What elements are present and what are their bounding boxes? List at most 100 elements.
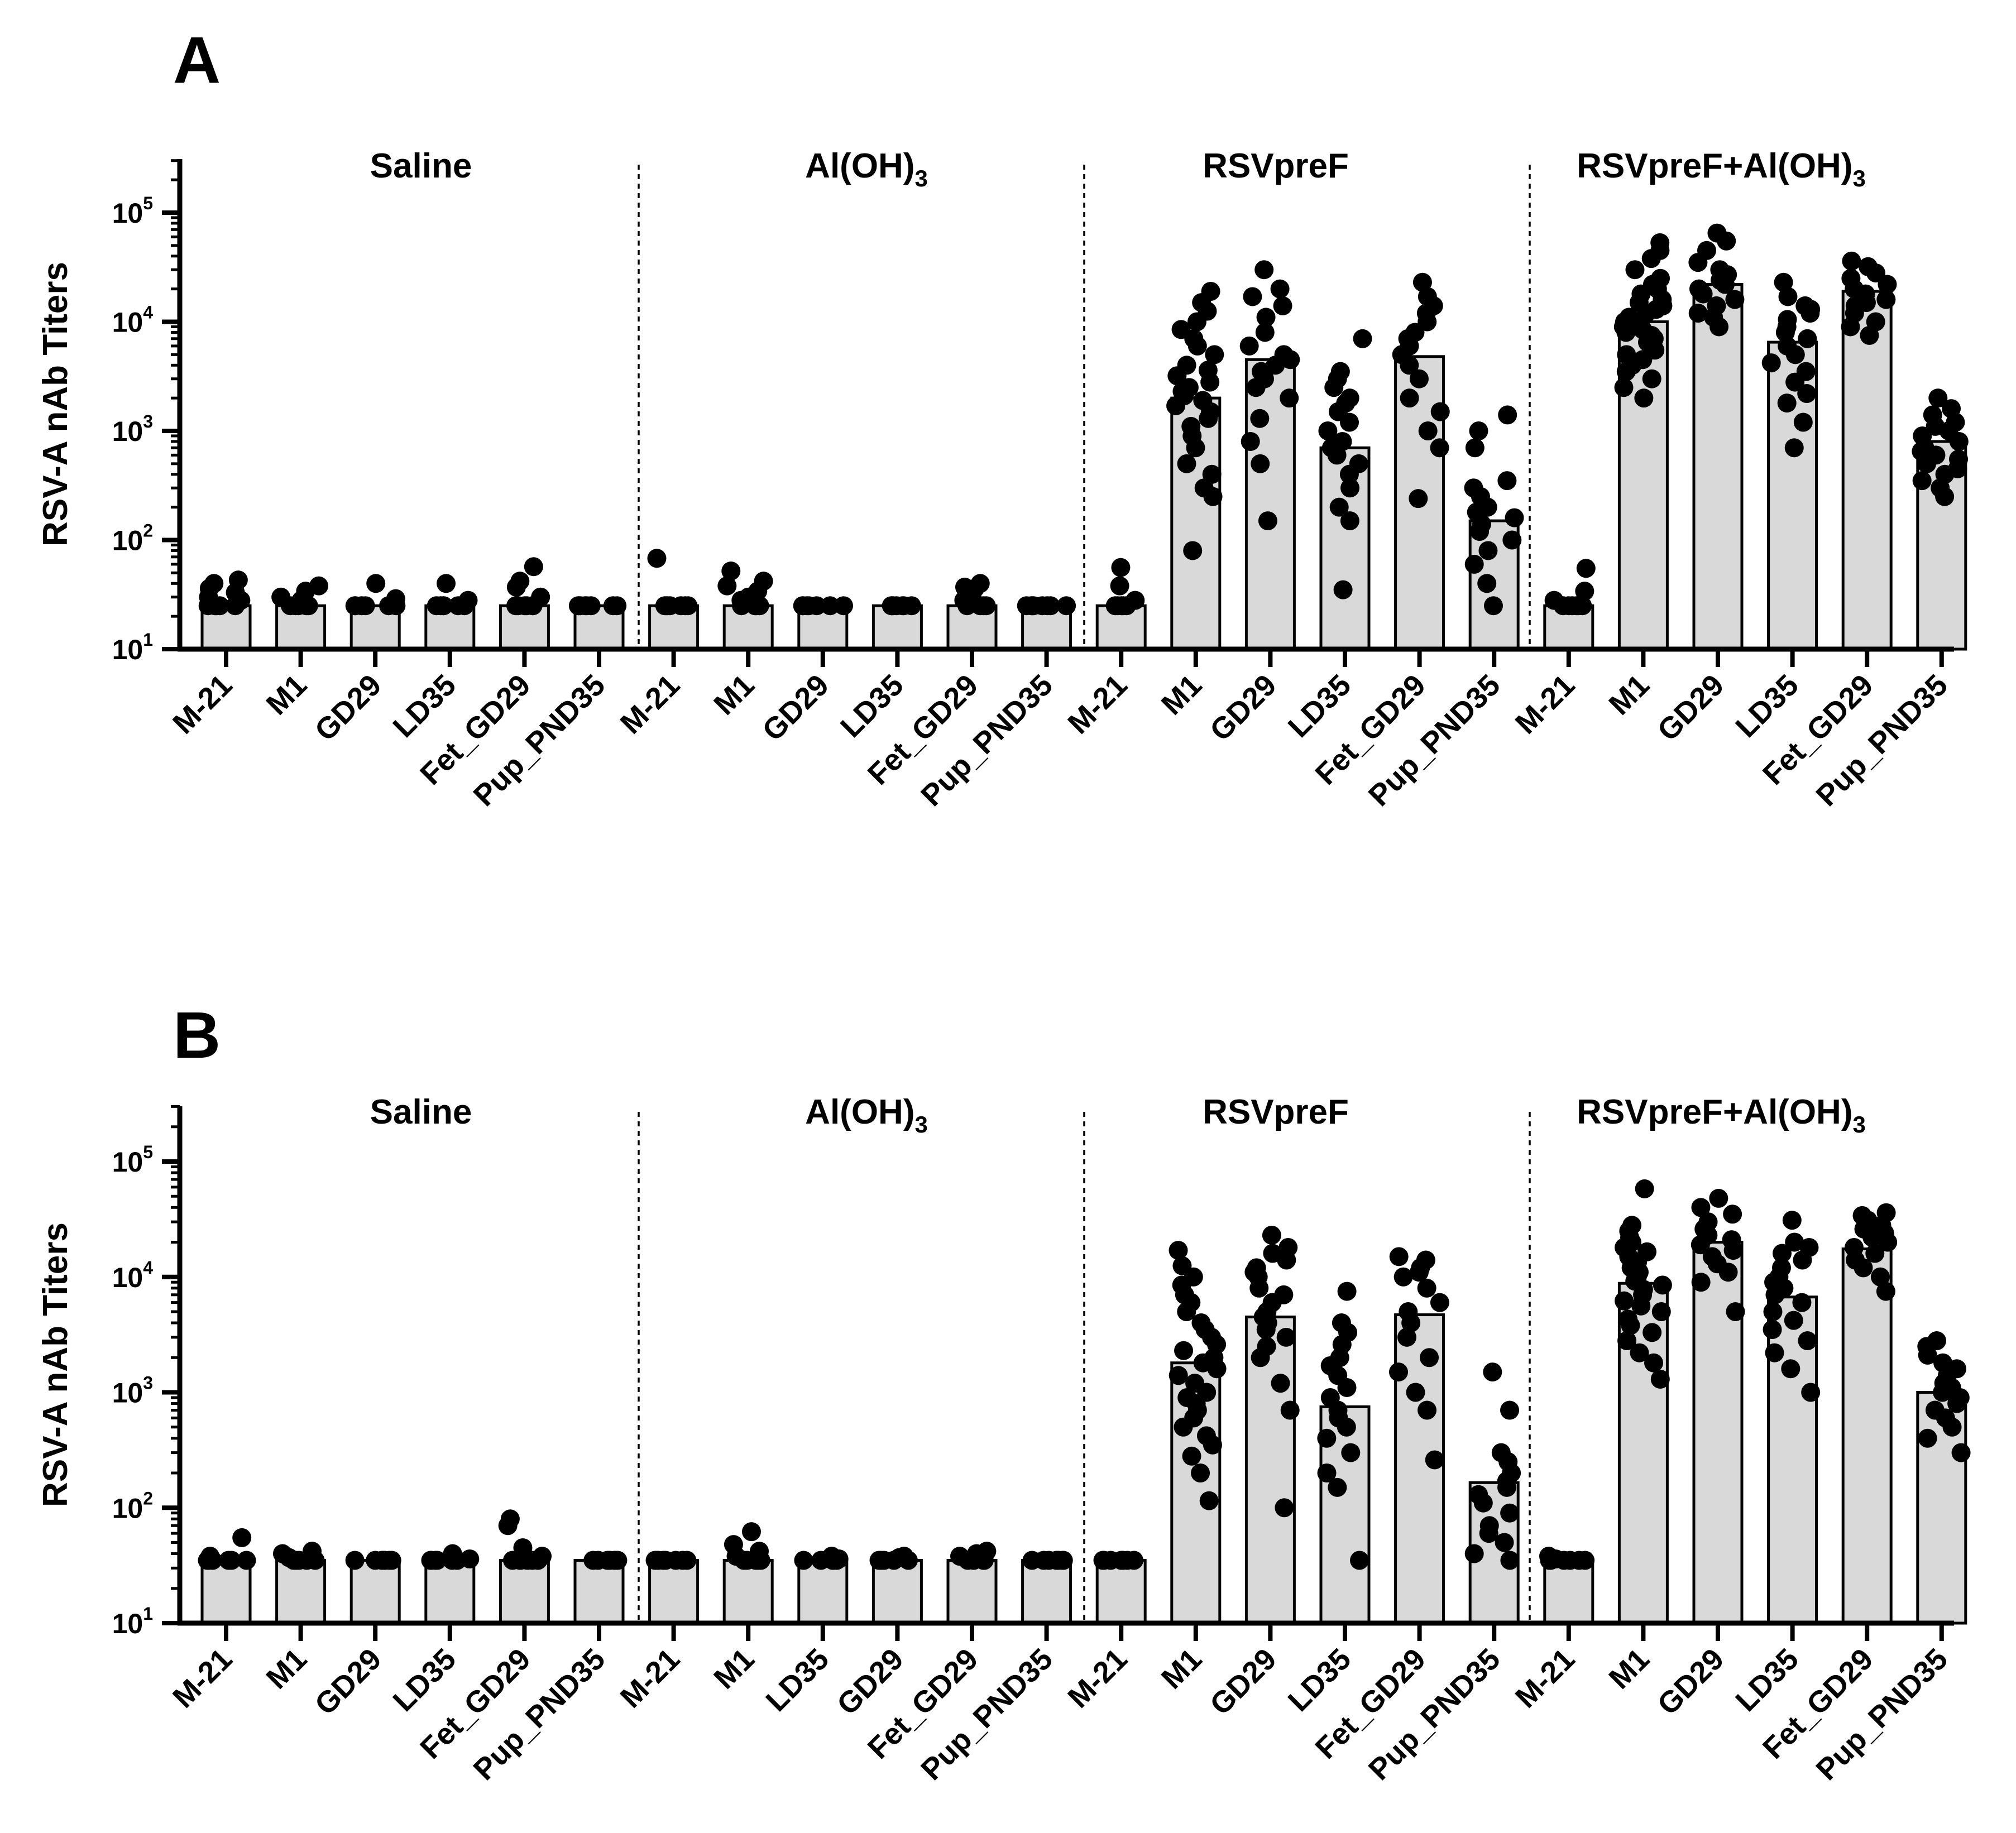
data-point: [741, 1522, 761, 1542]
data-point: [1417, 1278, 1436, 1298]
data-point: [503, 1551, 523, 1570]
data-point: [1866, 312, 1885, 332]
data-point: [1502, 530, 1522, 550]
data-point: [1057, 596, 1076, 616]
data-point: [1642, 369, 1661, 388]
data-point: [309, 576, 328, 596]
data-point: [510, 572, 530, 591]
data-point: [1500, 1503, 1520, 1523]
data-point: [366, 1551, 385, 1570]
data-point: [1650, 1369, 1670, 1389]
bar: [424, 1559, 476, 1625]
data-point: [1196, 1426, 1216, 1446]
data-point: [1778, 310, 1797, 329]
data-point: [1430, 438, 1449, 458]
data-point: [1798, 1331, 1817, 1351]
data-point: [1430, 1293, 1449, 1312]
data-point: [437, 574, 456, 593]
data-point: [1785, 1232, 1804, 1252]
data-point: [1933, 1353, 1953, 1373]
data-point: [1425, 1450, 1444, 1470]
data-point: [1923, 405, 1942, 425]
bar: [871, 1559, 923, 1625]
group-label: RSVpreF: [1203, 1093, 1349, 1131]
data-point: [460, 1549, 480, 1568]
data-point: [1498, 405, 1517, 425]
data-point: [1262, 1225, 1281, 1245]
data-point: [1169, 1366, 1188, 1385]
data-point: [1252, 362, 1271, 381]
data-point: [820, 596, 840, 616]
data-point: [1497, 471, 1517, 491]
data-point: [1495, 1533, 1514, 1552]
data-point: [1491, 1443, 1511, 1462]
data-point: [1777, 394, 1797, 413]
data-point: [1406, 1383, 1425, 1402]
data-point: [1171, 320, 1191, 339]
data-point: [1876, 290, 1896, 309]
data-point: [1707, 296, 1726, 315]
data-point: [1328, 1477, 1347, 1497]
data-point: [1353, 329, 1372, 348]
y-axis-label: RSV-A nAb Titers: [36, 262, 75, 546]
y-tick-label: 104: [112, 1258, 154, 1293]
data-point: [1464, 478, 1483, 498]
data-point: [1191, 1463, 1210, 1483]
data-point: [1625, 260, 1645, 280]
data-point: [366, 574, 386, 593]
y-tick-label: 101: [112, 630, 153, 665]
panel-letter: B: [173, 999, 221, 1072]
data-point: [1560, 1551, 1580, 1570]
data-point: [799, 596, 818, 616]
data-point: [1876, 1282, 1895, 1301]
data-point: [1842, 251, 1861, 271]
data-point: [200, 1547, 220, 1566]
data-point: [1651, 1302, 1671, 1321]
data-point: [1918, 1428, 1937, 1448]
data-point: [425, 1551, 445, 1570]
data-point: [443, 1544, 462, 1563]
data-point: [1258, 511, 1277, 531]
data-point: [1539, 1547, 1558, 1566]
data-point: [1796, 362, 1816, 381]
data-point: [1181, 416, 1201, 436]
bar: [1692, 283, 1744, 651]
y-tick-label: 103: [112, 1373, 153, 1409]
data-point: [1333, 431, 1352, 451]
data-point: [1617, 345, 1636, 364]
data-point: [1702, 1247, 1722, 1266]
data-point: [1619, 308, 1639, 327]
data-point: [894, 1547, 914, 1566]
data-point: [1177, 1388, 1197, 1407]
data-point: [1801, 1383, 1821, 1402]
data-point: [1389, 1247, 1409, 1266]
data-point: [228, 570, 248, 590]
data-point: [1330, 362, 1350, 381]
data-point: [1110, 576, 1129, 596]
data-point: [1394, 1267, 1413, 1287]
data-point: [352, 596, 371, 616]
data-point: [1274, 1285, 1294, 1304]
data-point: [654, 1551, 673, 1570]
data-point: [1709, 1188, 1728, 1208]
data-point: [1859, 257, 1878, 276]
panel-letter: A: [173, 23, 221, 97]
data-point: [977, 1542, 997, 1561]
y-tick-label: 105: [112, 1142, 153, 1178]
bar: [1095, 1559, 1147, 1625]
data-point: [1350, 1551, 1369, 1570]
data-point: [1280, 1400, 1300, 1420]
bar: [275, 1559, 327, 1625]
data-point: [1797, 384, 1817, 404]
data-point: [1707, 223, 1727, 243]
data-point: [500, 1509, 520, 1529]
data-point: [1691, 1198, 1711, 1217]
data-point: [1622, 1216, 1642, 1235]
data-point: [524, 557, 543, 577]
data-point: [1418, 421, 1438, 440]
data-point: [1725, 290, 1745, 309]
data-point: [1337, 1282, 1357, 1301]
data-point: [1185, 1374, 1205, 1393]
data-point: [531, 587, 550, 607]
